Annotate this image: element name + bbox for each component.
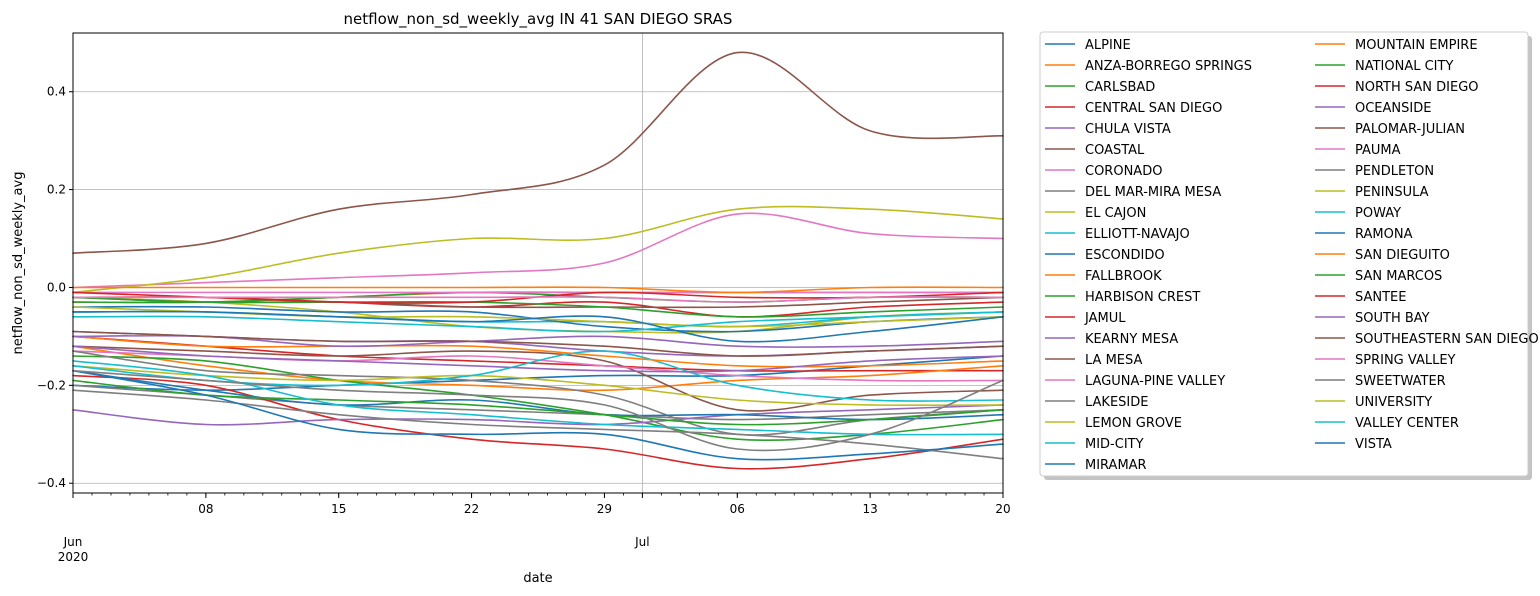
x-tick-label: 08: [198, 502, 213, 516]
legend-items: ALPINE ANZA-BORREGO SPRINGS CARLSBAD CENTRA…: [1045, 38, 1539, 473]
plot-frame: [72, 32, 1004, 494]
y-tick-label: −0.4: [37, 476, 66, 490]
y-tick-label: −0.2: [37, 378, 66, 392]
series-line: [72, 330, 1004, 357]
legend-label: CARLSBAD: [1085, 80, 1155, 95]
series-line: [72, 345, 1004, 373]
x-tick-label: 15: [331, 502, 346, 516]
series-line: [72, 355, 1004, 442]
legend-label: SOUTH BAY: [1355, 311, 1430, 326]
x-tick-label: 13: [863, 502, 878, 516]
legend-label: SWEETWATER: [1355, 374, 1446, 389]
series-line: [72, 360, 1004, 436]
series-line: [72, 369, 1004, 452]
series-line: [72, 310, 1004, 343]
legend-label: JAMUL: [1084, 311, 1126, 326]
legend-label: CHULA VISTA: [1085, 122, 1171, 137]
legend-label: VISTA: [1355, 437, 1392, 452]
series-line: [72, 365, 1004, 407]
x-tick-label: Jun: [63, 535, 83, 549]
x-tick-label: 06: [730, 502, 745, 516]
series-line: [72, 350, 1004, 436]
legend-label: VALLEY CENTER: [1355, 416, 1459, 431]
legend-label: LEMON GROVE: [1085, 416, 1182, 431]
legend-label: ESCONDIDO: [1085, 248, 1165, 263]
series-line: [72, 345, 1004, 392]
x-tick-label: 29: [597, 502, 612, 516]
series-line: [72, 296, 1004, 303]
legend-label: SAN DIEGUITO: [1355, 248, 1450, 263]
series-line: [72, 369, 1004, 421]
legend-label: UNIVERSITY: [1355, 395, 1432, 410]
legend-label: FALLBROOK: [1085, 269, 1162, 284]
y-tick-label: 0.0: [47, 280, 66, 294]
legend-label: SOUTHEASTERN SAN DIEGO: [1355, 332, 1539, 347]
legend-label: OCEANSIDE: [1355, 101, 1431, 116]
legend-label: HARBISON CREST: [1085, 290, 1200, 305]
legend-label: POWAY: [1355, 206, 1401, 221]
y-axis-label: netflow_non_sd_weekly_avg: [11, 172, 26, 355]
legend-label: ANZA-BORREGO SPRINGS: [1085, 59, 1252, 74]
legend-label: CENTRAL SAN DIEGO: [1085, 101, 1222, 116]
x-tick-label: Jul: [634, 535, 649, 549]
legend-label: MOUNTAIN EMPIRE: [1355, 38, 1478, 53]
legend-label: COASTAL: [1085, 143, 1145, 158]
series-line: [72, 205, 1004, 294]
y-tick-label: 0.4: [47, 85, 66, 99]
legend-label: MIRAMAR: [1085, 458, 1147, 473]
series-line: [72, 345, 1004, 412]
legend-label: CORONADO: [1085, 164, 1162, 179]
legend-label: MID-CITY: [1085, 437, 1144, 452]
series-line: [72, 379, 1004, 426]
series-line: [72, 286, 1004, 294]
legend-label: LA MESA: [1085, 353, 1142, 368]
legend-box: [1039, 31, 1529, 477]
series-line: [72, 212, 1004, 289]
legend-label: KEARNY MESA: [1085, 332, 1178, 347]
y-axis-ticks: −0.4 −0.2 0.0 0.2 0.4: [37, 85, 73, 490]
x-tick-label: 20: [995, 502, 1010, 516]
series-line: [72, 335, 1004, 368]
x-axis-label: date: [523, 571, 552, 586]
chart-title: netflow_non_sd_weekly_avg IN 41 SAN DIEG…: [344, 10, 733, 29]
legend-label: LAGUNA-PINE VALLEY: [1085, 374, 1225, 389]
legend-label: SPRING VALLEY: [1355, 353, 1456, 368]
legend: ALPINE ANZA-BORREGO SPRINGS CARLSBAD CENTRA…: [1039, 31, 1539, 480]
legend-label: ALPINE: [1085, 38, 1131, 53]
y-tick-label: 0.2: [47, 183, 66, 197]
legend-label: PALOMAR-JULIAN: [1355, 122, 1465, 137]
legend-label: PENINSULA: [1355, 185, 1429, 200]
legend-label: SAN MARCOS: [1355, 269, 1442, 284]
series-line: [72, 51, 1004, 254]
legend-label: RAMONA: [1355, 227, 1413, 242]
legend-label: EL CAJON: [1085, 206, 1146, 221]
x-tick-label: 22: [464, 502, 479, 516]
legend-label: ELLIOTT-NAVAJO: [1085, 227, 1190, 242]
series-line: [72, 311, 1004, 333]
legend-label: PAUMA: [1355, 143, 1401, 158]
legend-label: SANTEE: [1355, 290, 1406, 305]
series-line: [72, 404, 1004, 426]
series-line: [72, 369, 1004, 461]
legend-label: DEL MAR-MIRA MESA: [1085, 185, 1221, 200]
x-tick-sublabel: 2020: [58, 550, 89, 564]
legend-label: LAKESIDE: [1085, 395, 1148, 410]
series-line: [72, 296, 1004, 318]
plot-series: [72, 51, 1004, 470]
legend-label: PENDLETON: [1355, 164, 1434, 179]
legend-label: NATIONAL CITY: [1355, 59, 1453, 74]
legend-label: NORTH SAN DIEGO: [1355, 80, 1479, 95]
series-line: [72, 374, 1004, 470]
series-line: [72, 389, 1004, 460]
series-line: [72, 355, 1004, 391]
